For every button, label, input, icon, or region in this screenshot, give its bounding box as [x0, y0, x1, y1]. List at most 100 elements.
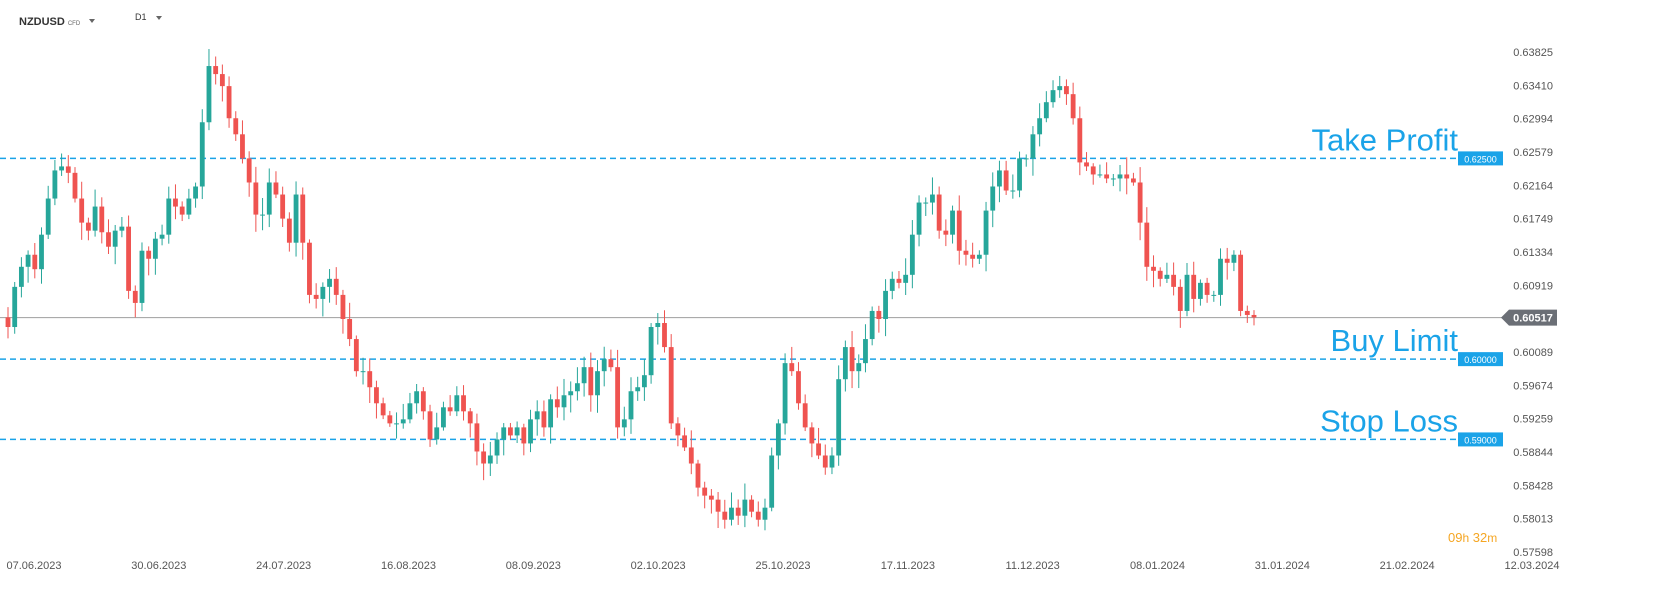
candle-body [166, 198, 172, 235]
candle-body [467, 411, 473, 424]
candle-body [152, 238, 158, 259]
candle-body [367, 371, 373, 388]
candle-body [615, 367, 621, 428]
candle-body [869, 310, 875, 340]
y-axis-tick-label: 0.58428 [1513, 480, 1553, 492]
candle-body [427, 411, 433, 440]
candle-body [434, 427, 440, 440]
x-axis-tick-label: 12.03.2024 [1504, 560, 1559, 572]
candle-body [963, 250, 969, 255]
candle-body [226, 86, 232, 119]
candle-body [916, 202, 922, 235]
candle-body [514, 427, 520, 436]
y-axis-tick-label: 0.60919 [1513, 280, 1553, 292]
y-axis-tick-label: 0.60089 [1513, 347, 1553, 359]
candle-body [1037, 118, 1043, 135]
candle-body [1218, 258, 1223, 295]
y-axis-tick-label: 0.62994 [1513, 114, 1553, 126]
candle-body [1017, 158, 1022, 191]
y-axis-tick-label: 0.63410 [1513, 80, 1553, 92]
y-axis-tick-label: 0.61334 [1513, 247, 1553, 259]
candle-body [742, 499, 748, 516]
candle-body [132, 290, 138, 303]
candle-body [708, 495, 714, 500]
x-axis-tick-label: 08.01.2024 [1130, 560, 1185, 572]
candle-body [253, 182, 259, 215]
candle-body [1070, 94, 1076, 119]
candle-body [608, 359, 614, 368]
candle-body [1238, 254, 1244, 311]
candle-body [481, 451, 487, 464]
candle-body [635, 387, 641, 392]
timeframe-dropdown-caret-icon[interactable] [155, 15, 162, 20]
candle-body [193, 186, 198, 199]
candle-body [1030, 134, 1036, 159]
candle-body [695, 463, 701, 488]
candle-body [112, 230, 118, 247]
candle-body [441, 407, 446, 428]
y-axis-tick-label: 0.58013 [1513, 514, 1553, 526]
candle-body [1184, 274, 1190, 311]
candle-body [554, 399, 560, 408]
timeframe-selector[interactable]: D1 [135, 12, 162, 22]
candle-body [179, 206, 185, 215]
candle-body [923, 202, 929, 204]
candle-body [1124, 174, 1130, 179]
candle-body [1231, 254, 1237, 263]
candle-body [729, 507, 734, 520]
candle-body [621, 419, 627, 428]
candle-body [45, 198, 51, 235]
candle-body [99, 206, 105, 233]
candle-body [461, 395, 466, 412]
candle-body [702, 487, 708, 496]
candle-body [300, 194, 306, 243]
symbol-label[interactable]: NZDUSD [19, 16, 65, 28]
candle-body [856, 363, 862, 372]
candle-body [930, 194, 935, 203]
candle-body [52, 170, 58, 199]
candle-body [769, 455, 775, 508]
current-price-tag-label: 0.60517 [1513, 313, 1553, 325]
candle-body [1191, 274, 1197, 299]
candle-body [1090, 166, 1096, 175]
candle-body [206, 66, 212, 123]
candle-body [534, 411, 540, 420]
countdown-hours-unit: h [1462, 531, 1470, 545]
candle-body [39, 234, 44, 270]
level-price-tag [1458, 151, 1503, 166]
candle-body [1043, 102, 1049, 119]
candle-body [1177, 286, 1183, 311]
candle-body [186, 198, 192, 215]
candle-body [842, 347, 848, 380]
y-axis-tick-label: 0.61749 [1513, 214, 1553, 226]
x-axis-tick-label: 17.11.2023 [881, 560, 935, 572]
candle-body [641, 375, 647, 388]
candle-body [1151, 266, 1156, 271]
candle-body [240, 134, 245, 159]
candle-body [307, 242, 312, 295]
symbol-dropdown-caret-icon[interactable] [89, 18, 96, 23]
candle-body [1171, 274, 1177, 287]
candle-body [809, 427, 815, 444]
x-axis-tick-label: 08.09.2023 [506, 560, 561, 572]
level-price-tag-label: 0.59000 [1464, 435, 1497, 445]
candle-body [1137, 182, 1143, 223]
candle-body [936, 194, 942, 231]
candle-body [454, 395, 460, 412]
candle-body [675, 423, 681, 436]
level-price-tag [1458, 352, 1503, 367]
candle-body [521, 427, 527, 444]
candle-body [347, 318, 353, 340]
candle-body [648, 327, 654, 376]
x-axis-tick-label: 24.07.2023 [256, 560, 311, 572]
candle-body [219, 74, 225, 87]
candle-body [280, 194, 286, 219]
candle-body [568, 391, 574, 396]
candle-body [789, 363, 795, 372]
x-axis-tick-label: 31.01.2024 [1255, 560, 1310, 572]
candle-body [1010, 190, 1016, 192]
countdown-minutes-unit: m [1487, 531, 1498, 545]
candle-body [266, 182, 272, 215]
candle-body [735, 507, 741, 516]
